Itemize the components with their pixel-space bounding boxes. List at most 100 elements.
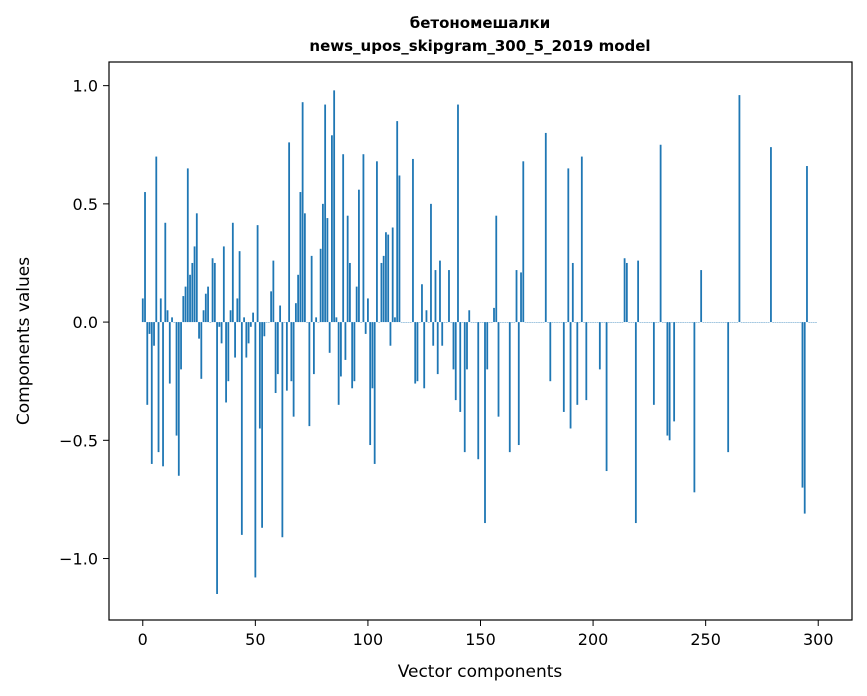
bar [191, 262, 194, 323]
bar [315, 317, 318, 323]
bar [477, 322, 480, 460]
bar [373, 322, 376, 464]
bar [290, 322, 293, 382]
bar [522, 161, 525, 323]
bar [571, 262, 574, 323]
bar [358, 189, 360, 323]
bar [227, 322, 230, 382]
bar [166, 310, 169, 323]
bar [659, 144, 662, 323]
bar [380, 262, 383, 323]
bar [200, 322, 203, 379]
bar [727, 322, 730, 453]
bar [189, 274, 191, 323]
bar [207, 286, 209, 323]
bar [484, 322, 486, 524]
bar [258, 322, 261, 429]
bar [333, 90, 336, 323]
bar [254, 322, 257, 578]
bar [412, 158, 414, 323]
bar [693, 322, 696, 493]
x-axis-label: Vector components [398, 662, 563, 682]
bar [436, 322, 439, 375]
bar [177, 322, 180, 476]
bar [168, 322, 171, 384]
bar [279, 305, 282, 323]
bar [213, 262, 216, 323]
bar [231, 222, 234, 323]
bar [340, 322, 342, 377]
bar [434, 270, 437, 323]
bar [389, 322, 392, 346]
bar [376, 161, 378, 323]
bar [585, 322, 588, 401]
bar [263, 322, 266, 337]
bar [738, 95, 741, 323]
bar [141, 298, 144, 323]
bar [423, 322, 426, 389]
bar [288, 142, 291, 323]
y-tick-label: −0.5 [59, 431, 98, 450]
bar [605, 322, 608, 472]
bar [394, 317, 396, 323]
bar [344, 322, 347, 360]
bar [398, 175, 401, 323]
x-tick-label: 100 [353, 630, 384, 649]
bar [193, 246, 196, 323]
bar [331, 135, 333, 323]
bar [157, 322, 160, 453]
bar [459, 322, 462, 412]
bar [416, 322, 419, 382]
bar [155, 156, 158, 323]
bar [184, 286, 187, 323]
bar [303, 213, 306, 323]
bar [346, 215, 349, 323]
bar [186, 168, 189, 323]
bar [448, 270, 450, 323]
bar [285, 322, 288, 391]
bar [666, 322, 669, 436]
bar [439, 260, 441, 323]
bar [349, 262, 351, 323]
bar [326, 218, 329, 323]
bar [770, 147, 772, 323]
bar [171, 317, 173, 323]
bar [301, 102, 304, 323]
bar [153, 322, 155, 346]
bar [452, 322, 455, 370]
bar [164, 222, 167, 323]
x-axis-ticks: 0 50 100 150 200 250 300 [138, 620, 834, 649]
x-tick-label: 150 [465, 630, 496, 649]
bar [497, 322, 500, 417]
bar [310, 255, 313, 323]
bar [432, 322, 435, 346]
bar [364, 322, 367, 334]
bar [148, 322, 151, 334]
bar [252, 312, 254, 323]
x-tick-label: 200 [578, 630, 609, 649]
bar [668, 322, 671, 441]
bar [144, 192, 146, 323]
bar [466, 322, 468, 370]
bar [508, 322, 511, 453]
bar [385, 232, 387, 323]
bar [249, 322, 252, 327]
bar [270, 291, 273, 323]
bar [567, 168, 570, 323]
bar [362, 154, 365, 323]
bar [182, 296, 185, 323]
bar [425, 310, 428, 323]
bar [623, 258, 626, 323]
bar [454, 322, 457, 401]
bar [247, 322, 250, 344]
bar [382, 255, 385, 323]
bar [430, 203, 432, 323]
bar [803, 322, 806, 514]
bars-group [141, 90, 817, 594]
x-tick-label: 0 [138, 630, 148, 649]
chart-title: бетономешалки [410, 14, 550, 32]
bar [549, 322, 552, 382]
bar [353, 322, 356, 382]
x-tick-label: 250 [690, 630, 721, 649]
